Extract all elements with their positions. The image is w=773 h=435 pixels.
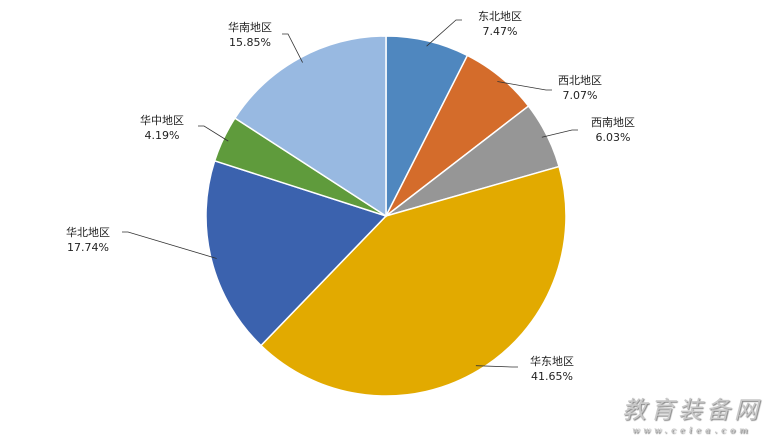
watermark-logo: 教育装备网 www.ceiea.com (622, 390, 762, 435)
slice-name: 华东地区 (530, 355, 574, 368)
watermark-title: 教育装备网 (622, 396, 762, 424)
slice-percent: 7.07% (562, 89, 598, 102)
pie-slice (205, 159, 388, 347)
slice-percent: 6.03% (595, 131, 631, 144)
slice-percent: 15.85% (229, 36, 271, 49)
leader-line (198, 125, 229, 142)
slice-name: 西北地区 (558, 74, 602, 87)
slice-percent: 7.47% (482, 25, 518, 38)
leader-line (122, 231, 217, 259)
leader-line (541, 129, 578, 138)
slice-name: 东北地区 (478, 10, 522, 23)
leader-line (426, 19, 462, 47)
data-label: 西北地区 7.07% (558, 73, 602, 103)
data-label: 华中地区 4.19% (140, 113, 184, 143)
pie-slice (259, 165, 567, 397)
leader-line (497, 81, 552, 91)
watermark-url: www.ceiea.com (632, 425, 752, 435)
slice-percent: 17.74% (67, 241, 109, 254)
slice-percent: 41.65% (531, 370, 573, 383)
slice-name: 华中地区 (140, 114, 184, 127)
slice-name: 华南地区 (228, 21, 272, 34)
data-label: 华东地区 41.65% (530, 354, 574, 384)
slice-percent: 4.19% (144, 129, 180, 142)
data-label: 华北地区 17.74% (66, 225, 110, 255)
data-label: 华南地区 15.85% (228, 20, 272, 50)
leader-line (475, 365, 518, 368)
data-label: 东北地区 7.47% (478, 9, 522, 39)
data-label: 西南地区 6.03% (591, 115, 635, 145)
leader-line (282, 33, 303, 63)
slice-name: 华北地区 (66, 226, 110, 239)
slice-name: 西南地区 (591, 116, 635, 129)
